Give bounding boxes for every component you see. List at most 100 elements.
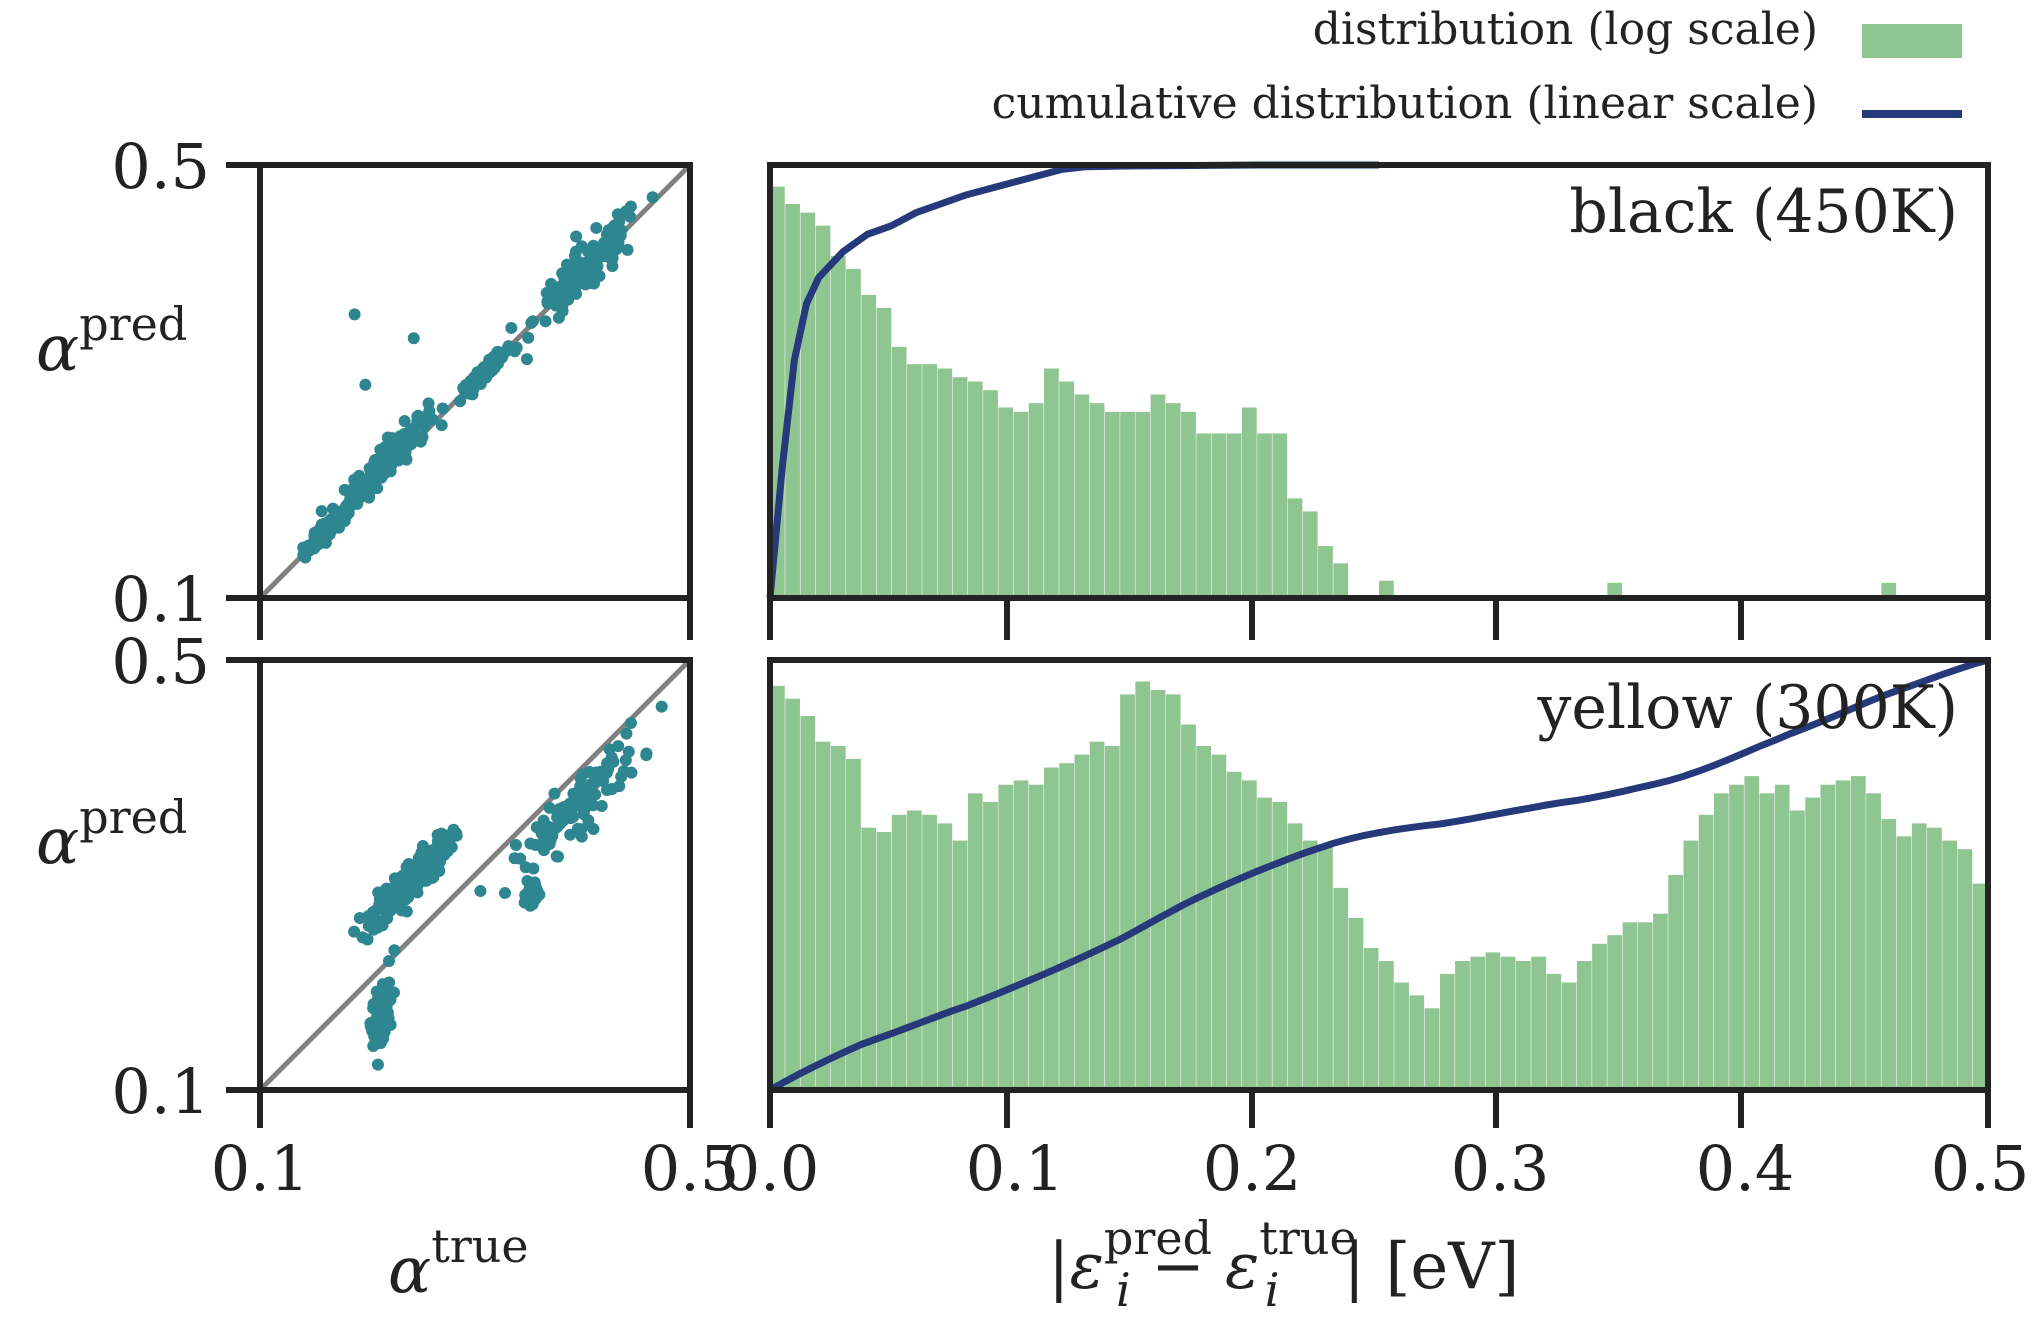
scatter-point-bottom (624, 716, 637, 729)
histogram-bar-top (1150, 394, 1166, 598)
y-axis-label-bottom: αpred (36, 790, 187, 879)
histogram-bar-top (1272, 433, 1288, 598)
histogram-bar-top (1013, 411, 1029, 598)
scatter-point-bottom (589, 788, 602, 801)
scatter-point-top (415, 417, 428, 430)
histogram-bar-bottom (1729, 784, 1744, 1090)
scatter-panel-top (258, 163, 692, 600)
scatter-point-bottom (395, 904, 408, 917)
scatter-point-top (621, 243, 634, 256)
scatter-point-top (369, 453, 382, 466)
histogram-bar-bottom (1044, 767, 1059, 1090)
histogram-bar-bottom (1028, 784, 1044, 1090)
scatter-point-bottom (550, 821, 563, 834)
histogram-bar-bottom (1698, 814, 1714, 1090)
ticks (226, 162, 1991, 1128)
scatter-point-top (556, 288, 569, 301)
histogram-bar-top (922, 364, 937, 598)
histogram-bar-bottom (1881, 819, 1897, 1090)
histogram-bar-bottom (1348, 918, 1364, 1090)
x-tick-label-scatter-max: 0.5 (641, 1132, 740, 1205)
scatter-point-top (407, 332, 420, 345)
histogram-bar-top (1181, 411, 1196, 598)
legend-distribution-swatch (1862, 24, 1962, 58)
x-tick-label-4: 0.4 (1696, 1132, 1795, 1205)
histogram-bar-bottom (1607, 935, 1623, 1090)
scatter-point-top (505, 321, 518, 334)
histogram-bar-top (1059, 381, 1074, 598)
scatter-point-bottom (508, 852, 521, 865)
histogram-bar-top (891, 346, 907, 598)
scatter-point-top (606, 252, 619, 265)
histogram-bar-bottom (1561, 982, 1577, 1090)
scatter-point-top (569, 245, 582, 258)
histogram-bar-top (1074, 394, 1090, 598)
histogram-bar-bottom (1165, 694, 1181, 1090)
scatter-point-top (386, 432, 399, 445)
x-tick-label-2: 0.2 (1203, 1132, 1302, 1205)
histogram-bar-top (876, 307, 892, 598)
scatter-point-top (591, 260, 604, 273)
scatter-point-bottom (640, 749, 653, 762)
histogram-bar-bottom (1637, 922, 1653, 1090)
histogram-bar-bottom (1485, 952, 1501, 1090)
scatter-point-bottom (620, 727, 633, 740)
y-tick-label-bottom-min: 0.1 (111, 1055, 210, 1128)
histogram-bar-bottom (1972, 883, 1988, 1090)
histogram-bar-bottom (1546, 973, 1562, 1090)
histogram-bar-bottom (1850, 776, 1866, 1090)
histogram-bar-bottom (1424, 1008, 1440, 1090)
scatter-point-top (309, 538, 322, 551)
scatter-point-bottom (617, 765, 630, 778)
scatter-point-bottom (441, 845, 454, 858)
scatter-point-top (330, 521, 343, 534)
scatter-point-bottom (381, 901, 394, 914)
scatter-point-top (557, 277, 570, 290)
scatter-point-bottom (589, 766, 602, 779)
histogram-bar-top (1135, 411, 1151, 598)
x-axis-label-histogram: |εpred i − εtrue i | [eV] (1048, 1211, 1519, 1317)
histogram-bar-top (1028, 403, 1044, 598)
histogram-bar-bottom (1592, 943, 1607, 1090)
histogram-bar-top (937, 368, 953, 598)
histogram-bar-bottom (1759, 793, 1775, 1090)
scatter-point-top (354, 482, 367, 495)
scatter-point-bottom (405, 876, 418, 889)
scatter-point-top (545, 277, 558, 290)
scatter-point-top (539, 315, 552, 328)
histogram-bar-bottom (1318, 844, 1333, 1090)
scatter-point-top (316, 527, 329, 540)
histogram-bar-bottom (1379, 961, 1394, 1090)
histogram-bar-bottom (1622, 922, 1638, 1090)
histogram-frame-top (767, 162, 1991, 601)
x-axis-label-scatter: αtrue (388, 1219, 529, 1308)
scatter-point-bottom (548, 787, 561, 800)
histogram-bar-bottom (800, 715, 816, 1090)
legend: distribution (log scale) cumulative dist… (992, 4, 1962, 129)
scatter-point-bottom (581, 796, 594, 809)
histogram-bar-bottom (1150, 690, 1166, 1090)
histogram-bar-bottom (891, 814, 907, 1090)
histogram-bar-bottom (1683, 840, 1699, 1090)
histogram-bar-bottom (922, 814, 937, 1090)
scatter-point-bottom (595, 799, 608, 812)
scatter-point-bottom (564, 828, 577, 841)
scatter-point-bottom (585, 777, 598, 790)
histogram-bar-bottom (1820, 784, 1836, 1090)
scatter-point-bottom (529, 838, 542, 851)
histogram-frame-bottom (767, 657, 1991, 1093)
scatter-point-bottom (582, 818, 595, 831)
histogram-bar-bottom (937, 823, 953, 1090)
histogram-bar-bottom (1790, 810, 1805, 1090)
histogram-bar-top (983, 390, 998, 598)
histogram-bar-top (1089, 403, 1105, 598)
histogram-bar-bottom (876, 832, 892, 1090)
histogram-bar-bottom (770, 685, 785, 1090)
annotation-black-450k: black (450K) (1569, 177, 1958, 247)
histogram-bar-bottom (983, 801, 998, 1090)
histogram-bar-bottom (785, 698, 800, 1090)
scatter-point-top (520, 353, 533, 366)
scatter-point-bottom (348, 925, 361, 938)
scatter-point-bottom (373, 1021, 386, 1034)
scatter-point-top (379, 440, 392, 453)
